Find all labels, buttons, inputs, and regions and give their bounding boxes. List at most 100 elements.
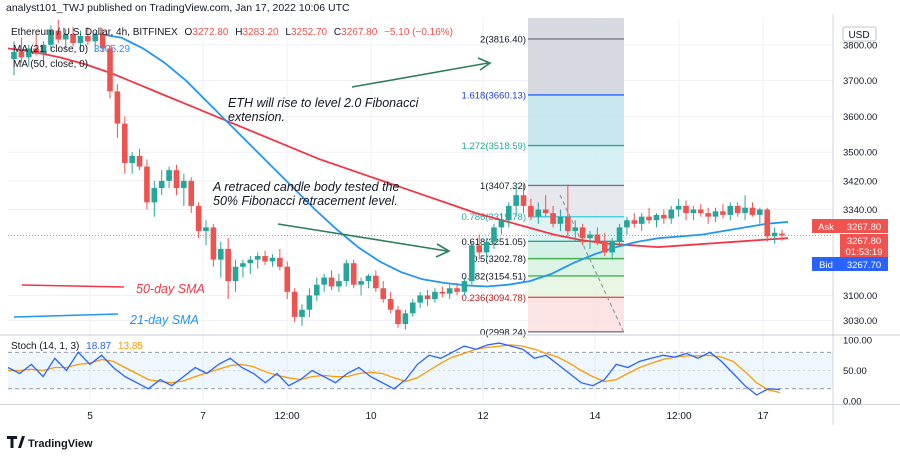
candle-body — [336, 281, 342, 287]
candle-body — [424, 295, 431, 299]
time-tick-label: 7 — [200, 411, 206, 422]
candle-body — [129, 155, 135, 163]
fib-zone — [528, 297, 624, 332]
candle-body — [491, 227, 497, 242]
time-tick-label: 10 — [365, 411, 377, 422]
fib-level-label: 0(2998.24) — [480, 327, 526, 338]
close-value: 3267.80 — [341, 27, 378, 38]
candle-body — [653, 214, 660, 221]
price-tick-label: 3600.00 — [843, 112, 877, 123]
candle-body — [528, 205, 534, 217]
candle-body — [99, 34, 106, 49]
candle-body — [572, 227, 579, 231]
candle-body — [557, 216, 564, 224]
candle-body — [417, 295, 423, 303]
candle-body — [365, 275, 372, 282]
candle-body — [631, 220, 638, 224]
fib-level-label: 0.382(3154.51) — [462, 271, 526, 282]
ask-tag — [812, 219, 840, 233]
candle-body — [107, 48, 113, 92]
ma21-legend-value: 3305.29 — [94, 44, 131, 55]
time-tick-label: 17 — [757, 411, 769, 422]
candle-body — [638, 216, 645, 224]
sma50-key-line — [21, 284, 125, 288]
ma50-legend: MA (50, close, 0) — [13, 59, 88, 70]
fib-level-label: 0.5(3202.78) — [472, 254, 526, 265]
fib-zone — [528, 94, 624, 146]
candle-body — [232, 266, 239, 282]
price-tick-label: 3030.00 — [843, 316, 877, 327]
ma50-line — [7, 47, 789, 249]
price-tick-label: 3800.00 — [843, 40, 877, 51]
stoch-legend: Stoch (14, 1, 3) 18.87 13.85 — [11, 341, 143, 352]
candle-body — [247, 259, 254, 264]
symbol-name: Ethereum / U.S. Dollar, 4h, BITFINEX — [11, 27, 178, 38]
candle-body — [77, 35, 84, 44]
candle-body — [144, 166, 150, 203]
candle-body — [181, 180, 187, 189]
bid-value: 3267.70 — [847, 260, 881, 271]
candle-body — [48, 30, 54, 45]
bid-value-tag — [840, 257, 888, 271]
time-tick-label: 14 — [589, 411, 601, 422]
open-value: 3272.80 — [192, 27, 229, 38]
candle-body — [461, 281, 468, 292]
candle-body — [33, 48, 39, 54]
sma21-key-line — [13, 313, 119, 318]
price-tick-label: 3700.00 — [843, 76, 877, 87]
fib-level-label: 1.618(3660.13) — [462, 90, 526, 101]
candle-body — [579, 227, 586, 239]
candle-body — [395, 309, 401, 325]
candle-body — [675, 205, 682, 210]
candle-body — [269, 257, 276, 262]
time-tick-label: 5 — [87, 411, 93, 422]
fib-level-label: 2(3816.40) — [480, 34, 526, 45]
candle-body — [609, 241, 615, 253]
candle-body — [358, 281, 364, 285]
candle-body — [697, 209, 704, 214]
stoch-d-line — [8, 344, 781, 394]
candle-body — [771, 232, 778, 237]
candle-body — [661, 214, 667, 219]
candle-body — [565, 216, 571, 231]
retrace-annotation-line1: A retraced candle body tested the — [212, 180, 400, 194]
candle-body — [764, 209, 771, 237]
candle-body — [313, 284, 320, 296]
candle-body — [446, 288, 453, 294]
change-value: −5.10 (−0.16%) — [384, 27, 453, 38]
legend-symbol-row: Ethereum / U.S. Dollar, 4h, BITFINEX O32… — [11, 27, 453, 38]
candle-body — [757, 209, 763, 215]
candle-body — [166, 170, 172, 181]
candle-body — [136, 155, 143, 167]
retrace-annotation-line2: 50% Fibonacci retracement level. — [213, 194, 398, 208]
candle-body — [727, 205, 734, 215]
candle-body — [158, 180, 165, 189]
candle-body — [550, 213, 556, 224]
candle-body — [85, 35, 91, 42]
candle-body — [483, 241, 490, 253]
candle-body — [402, 313, 409, 325]
candle-body — [254, 256, 261, 260]
currency-badge[interactable] — [842, 26, 877, 42]
stoch-tick-label: 100.00 — [843, 336, 872, 347]
candle-body — [321, 277, 327, 285]
fib-level-label: 1.272(3518.59) — [462, 141, 526, 152]
fib-level-label: 1(3407.32) — [480, 181, 526, 192]
rise-arrow — [351, 57, 492, 88]
sma50-key-label: 50-day SMA — [136, 282, 205, 296]
fib-zone — [528, 258, 624, 276]
candle-body — [121, 123, 128, 163]
open-label: O — [185, 27, 193, 38]
candle-body — [683, 205, 689, 214]
candle-body — [114, 91, 121, 124]
fib-zone — [528, 185, 624, 217]
stoch-tick-label: 0.00 — [843, 396, 862, 407]
candle-body — [624, 220, 630, 228]
ask-label: Ask — [818, 222, 834, 233]
candle-body — [779, 233, 785, 236]
candle-body — [62, 34, 69, 40]
time-tick-label: 12 — [477, 411, 489, 422]
candle-body — [92, 34, 99, 42]
candle-body — [668, 209, 675, 219]
candle-body — [40, 44, 47, 54]
